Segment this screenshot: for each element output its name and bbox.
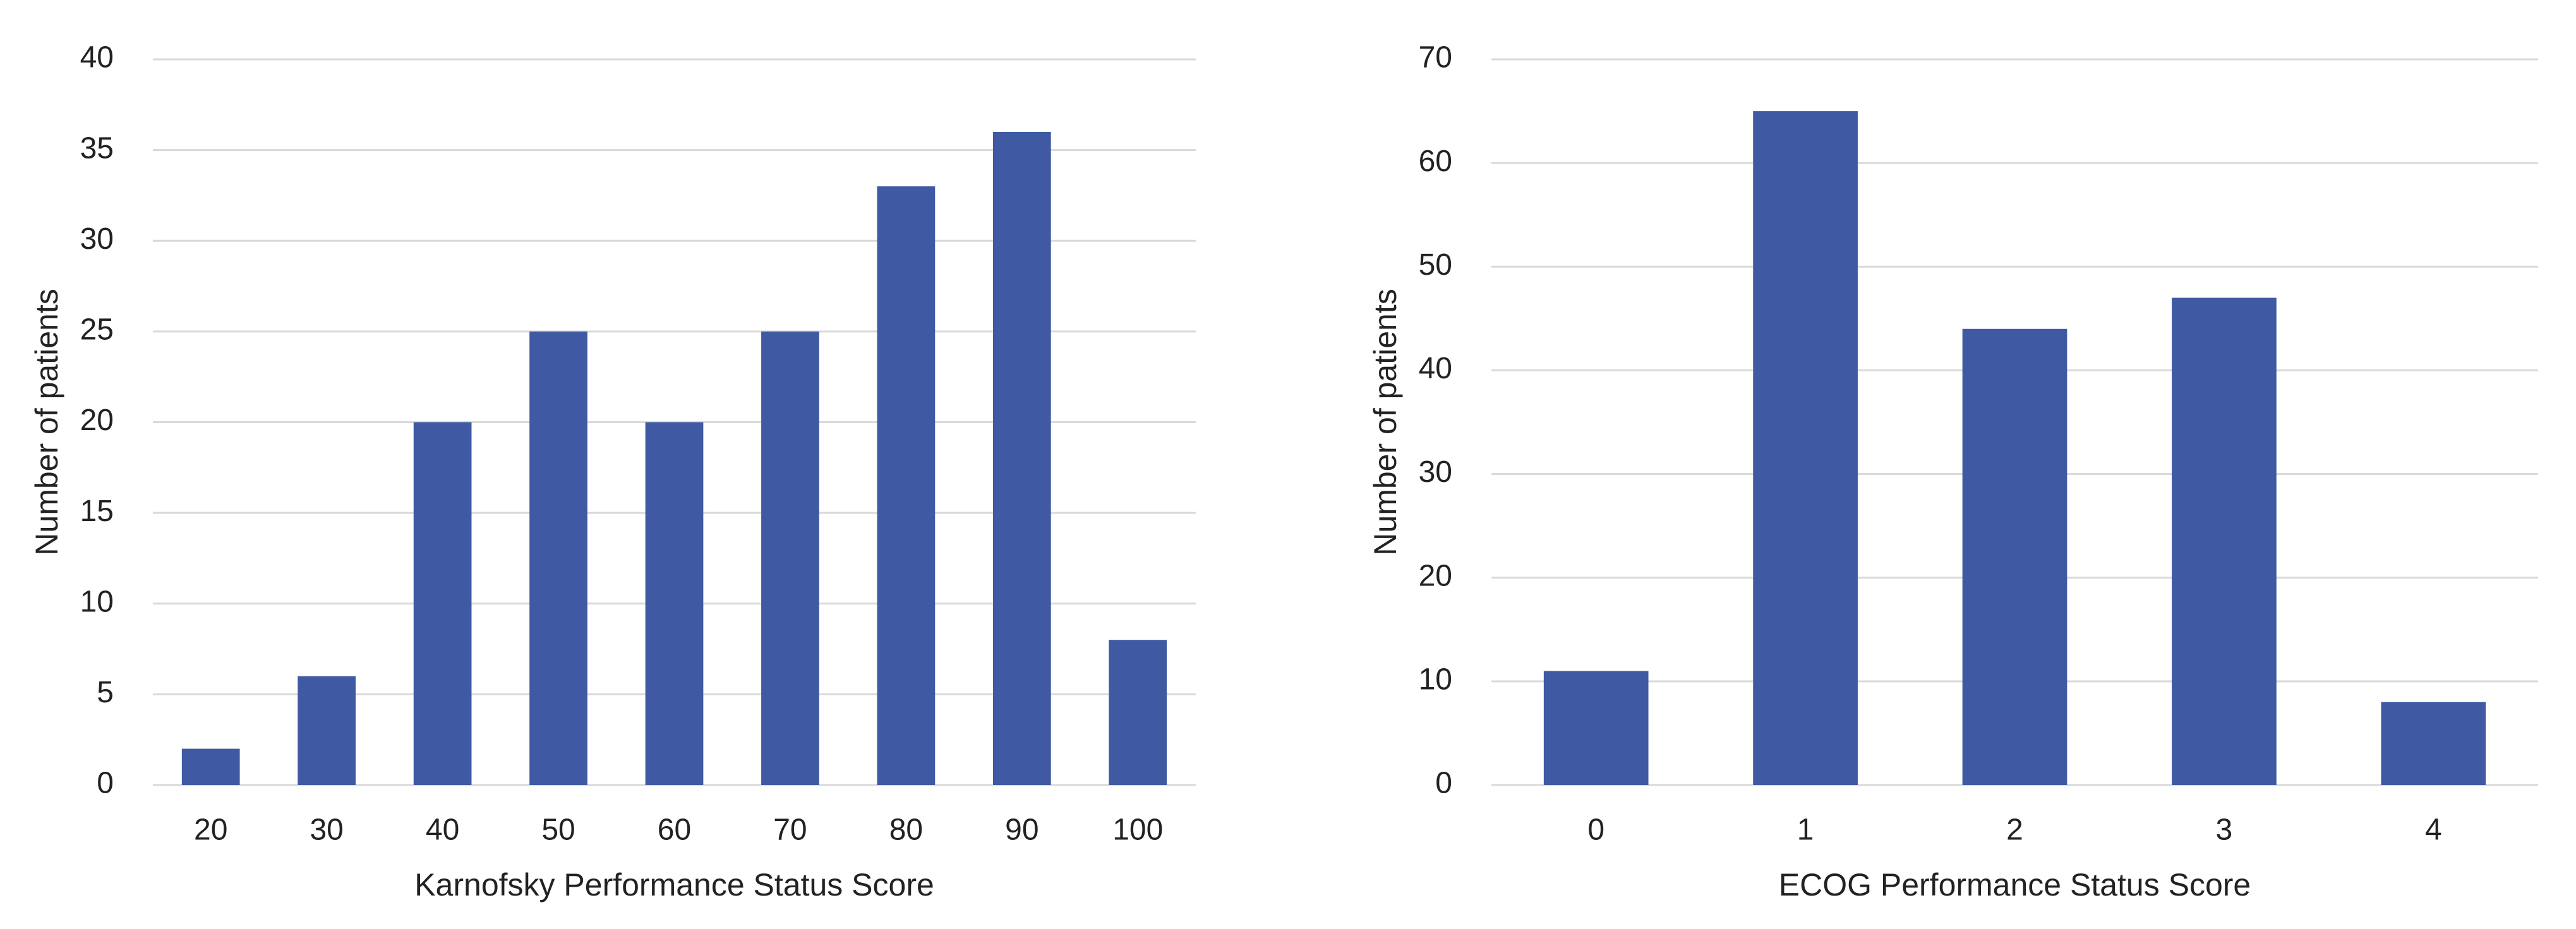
- y-tick-label: 40: [1419, 352, 1452, 385]
- x-tick-label: 80: [889, 813, 923, 847]
- y-tick-label: 15: [80, 494, 114, 528]
- x-tick-label: 2: [2006, 813, 2023, 847]
- y-tick-label: 40: [80, 41, 114, 75]
- x-tick-label: 4: [2425, 813, 2442, 847]
- bar: [413, 422, 472, 785]
- x-tick-label: 1: [1797, 813, 1814, 847]
- y-tick-label: 0: [1435, 767, 1452, 800]
- y-tick-label: 35: [80, 131, 114, 165]
- bar: [1543, 671, 1649, 785]
- bar: [2172, 297, 2277, 785]
- x-tick-label: 20: [194, 813, 227, 847]
- x-tick-label: 90: [1005, 813, 1038, 847]
- bar: [761, 331, 819, 785]
- x-tick-label: 40: [426, 813, 459, 847]
- y-tick-label: 0: [97, 767, 114, 800]
- bar: [1753, 111, 1858, 786]
- y-tick-label: 50: [1419, 248, 1452, 282]
- bar: [529, 331, 587, 785]
- x-axis-title: ECOG Performance Status Score: [1779, 867, 2251, 902]
- y-tick-label: 30: [1419, 455, 1452, 489]
- x-tick-label: 3: [2216, 813, 2233, 847]
- y-tick-label: 10: [80, 585, 114, 618]
- x-tick-label: 30: [310, 813, 343, 847]
- bar: [992, 131, 1051, 785]
- y-axis-title: Number of patients: [1368, 289, 1403, 555]
- y-tick-label: 20: [80, 404, 114, 437]
- y-tick-label: 30: [80, 222, 114, 256]
- x-tick-label: 70: [773, 813, 807, 847]
- bar: [1962, 328, 2067, 785]
- y-tick-label: 5: [97, 676, 114, 709]
- x-axis-title: Karnofsky Performance Status Score: [414, 867, 934, 902]
- bar: [877, 186, 936, 785]
- y-tick-label: 25: [80, 313, 114, 347]
- y-tick-label: 70: [1419, 41, 1452, 75]
- bar: [181, 748, 240, 785]
- bar: [2381, 702, 2486, 785]
- y-tick-label: 60: [1419, 145, 1452, 178]
- bar: [645, 422, 704, 785]
- x-tick-label: 60: [658, 813, 691, 847]
- bar: [1109, 640, 1167, 785]
- x-tick-label: 50: [541, 813, 575, 847]
- y-axis-title: Number of patients: [29, 289, 64, 555]
- bar: [298, 676, 356, 785]
- y-tick-label: 20: [1419, 559, 1452, 592]
- y-tick-label: 10: [1419, 663, 1452, 697]
- x-tick-label: 100: [1112, 813, 1163, 847]
- x-tick-label: 0: [1587, 813, 1604, 847]
